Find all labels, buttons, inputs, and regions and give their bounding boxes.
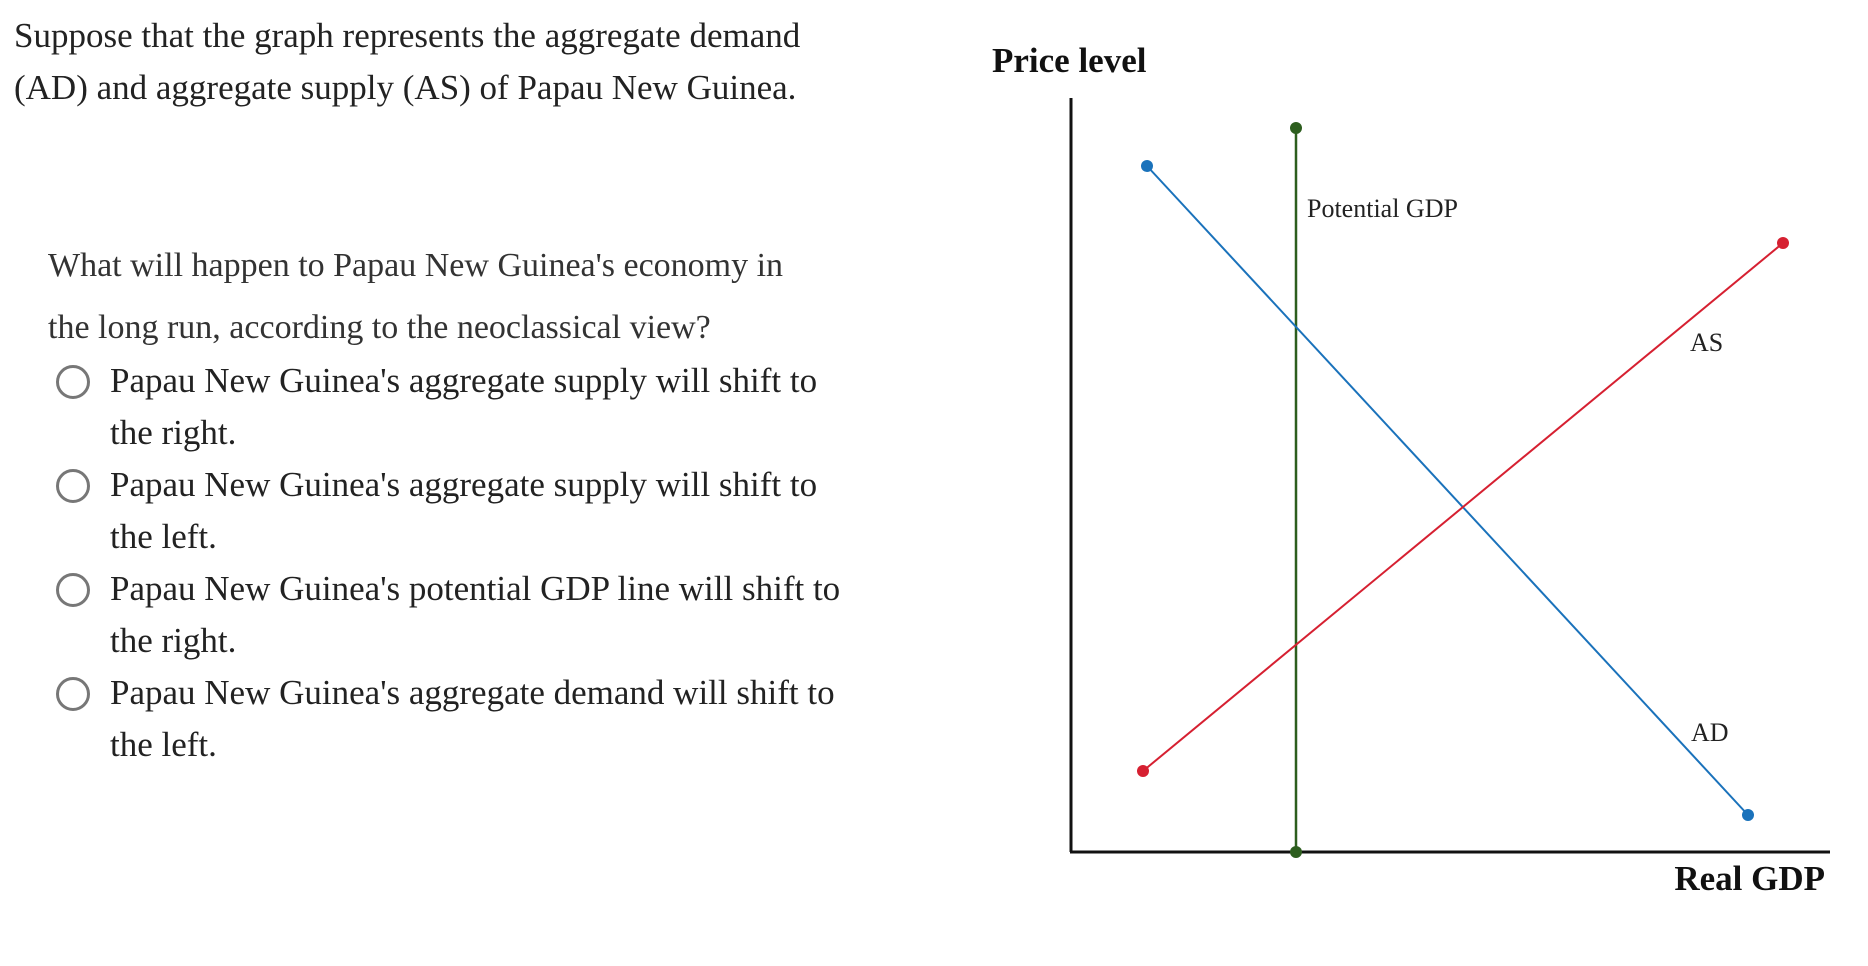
intro-line-2: (AD) and aggregate supply (AS) of Papau … <box>14 68 797 107</box>
option-2-line-2: the left. <box>110 517 217 556</box>
option-3-line-1: Papau New Guinea's potential GDP line wi… <box>110 569 841 608</box>
potential-gdp-label: Potential GDP <box>1307 194 1458 223</box>
y-axis-label: Price level <box>992 41 1147 80</box>
answer-option-1[interactable]: Papau New Guinea's aggregate supply will… <box>54 355 934 459</box>
as-label: AS <box>1690 328 1723 357</box>
ad-as-graph: Price level Real GDP Potential GDP AD AS <box>980 0 1860 966</box>
question-line-1: What will happen to Papau New Guinea's e… <box>48 247 784 284</box>
intro-line-1: Suppose that the graph represents the ag… <box>14 16 801 55</box>
ad-curve-top-handle[interactable] <box>1141 160 1153 172</box>
answer-options: Papau New Guinea's aggregate supply will… <box>54 355 934 771</box>
graph-canvas: Price level Real GDP Potential GDP AD AS <box>992 41 1830 898</box>
radio-button-1[interactable] <box>56 365 90 399</box>
answer-option-4[interactable]: Papau New Guinea's aggregate demand will… <box>54 667 934 771</box>
radio-button-2[interactable] <box>56 469 90 503</box>
as-curve-bottom-handle[interactable] <box>1137 765 1149 777</box>
potential-gdp-top-handle[interactable] <box>1290 122 1302 134</box>
option-4-line-2: the left. <box>110 725 217 764</box>
option-2-line-1: Papau New Guinea's aggregate supply will… <box>110 465 818 504</box>
question-prompt: What will happen to Papau New Guinea's e… <box>48 235 908 359</box>
option-4-line-1: Papau New Guinea's aggregate demand will… <box>110 673 835 712</box>
potential-gdp-bottom-handle[interactable] <box>1290 846 1302 858</box>
ad-curve[interactable] <box>1146 165 1749 816</box>
option-1-line-1: Papau New Guinea's aggregate supply will… <box>110 361 818 400</box>
radio-button-3[interactable] <box>56 573 90 607</box>
as-curve-top-handle[interactable] <box>1777 237 1789 249</box>
question-intro: Suppose that the graph represents the ag… <box>14 10 874 114</box>
as-curve[interactable] <box>1142 242 1784 772</box>
option-3-line-2: the right. <box>110 621 237 660</box>
x-axis-label: Real GDP <box>1674 859 1825 898</box>
answer-option-2[interactable]: Papau New Guinea's aggregate supply will… <box>54 459 934 563</box>
option-1-line-2: the right. <box>110 413 237 452</box>
question-line-2: the long run, according to the neoclassi… <box>48 309 711 346</box>
ad-label: AD <box>1691 718 1729 747</box>
answer-option-3[interactable]: Papau New Guinea's potential GDP line wi… <box>54 563 934 667</box>
ad-curve-bottom-handle[interactable] <box>1742 809 1754 821</box>
radio-button-4[interactable] <box>56 677 90 711</box>
